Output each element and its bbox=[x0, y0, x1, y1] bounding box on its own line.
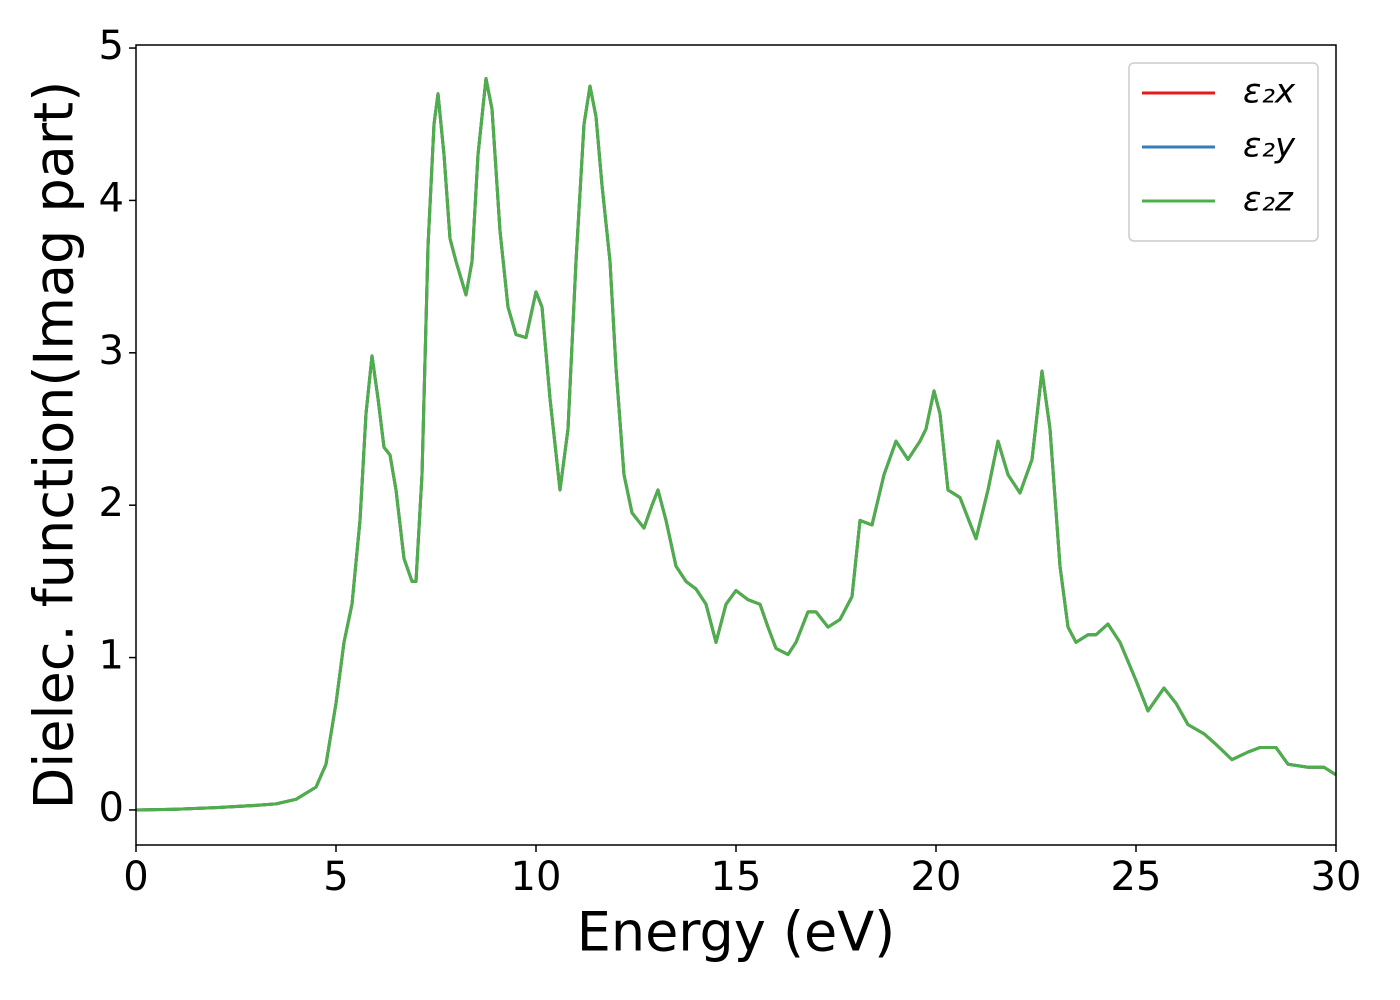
x-tick-label: 15 bbox=[711, 854, 762, 900]
x-tick-label: 5 bbox=[323, 854, 348, 900]
y-tick-label: 1 bbox=[99, 633, 124, 679]
plot-frame bbox=[135, 44, 1337, 846]
x-tick-label: 30 bbox=[1311, 854, 1362, 900]
x-tick-label: 10 bbox=[511, 854, 562, 900]
x-tick-label: 20 bbox=[911, 854, 962, 900]
legend-label: ε₂x bbox=[1243, 72, 1296, 112]
y-tick-label: 4 bbox=[99, 175, 124, 221]
x-axis-label: Energy (eV) bbox=[577, 901, 896, 964]
legend-label: ε₂y bbox=[1243, 126, 1296, 166]
y-axis-label: Dielec. function(Imag part) bbox=[23, 81, 86, 810]
y-tick-label: 5 bbox=[99, 23, 124, 69]
y-tick-label: 3 bbox=[99, 328, 124, 374]
x-tick-label: 25 bbox=[1111, 854, 1162, 900]
y-tick-label: 0 bbox=[99, 785, 124, 831]
y-tick-label: 2 bbox=[99, 480, 124, 526]
x-tick-label: 0 bbox=[123, 854, 148, 900]
data-line bbox=[136, 77, 1336, 812]
legend-box bbox=[1128, 62, 1319, 242]
legend-label: ε₂z bbox=[1243, 180, 1294, 220]
